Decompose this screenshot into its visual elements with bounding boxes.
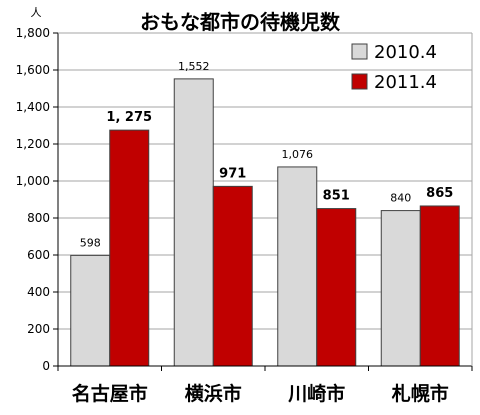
y-tick-label: 1,200 [16, 137, 50, 151]
data-label: 1,552 [178, 60, 210, 73]
bar-2010 [380, 210, 421, 367]
legend: 2010.4 2011.4 [351, 42, 437, 93]
data-label: 865 [426, 186, 453, 201]
y-tick-label: 1,400 [16, 100, 50, 114]
bars [70, 78, 460, 367]
x-tick-label: 川崎市 [287, 382, 345, 405]
y-axis-unit-label: 人 [31, 6, 42, 19]
y-axis-ticks: 0 200 400 600 800 1,000 1,200 1,400 1,600 1,800 [16, 26, 58, 373]
y-tick-label: 200 [27, 322, 50, 336]
y-tick-label: 1,600 [16, 63, 50, 77]
data-label: 840 [390, 192, 411, 205]
bar-2011 [419, 205, 460, 367]
legend-label: 2011.4 [374, 72, 437, 93]
bar-2011 [109, 129, 150, 367]
legend-label: 2010.4 [374, 42, 437, 63]
bar-2010 [70, 254, 111, 367]
legend-swatch [351, 43, 368, 60]
x-tick-label: 名古屋市 [72, 382, 148, 405]
y-tick-label: 1,000 [16, 174, 50, 188]
data-label: 971 [219, 166, 246, 181]
data-label: 598 [80, 236, 101, 249]
bar-2010 [277, 166, 318, 367]
chart-title: おもな都市の待機児数 [140, 10, 341, 34]
axes [57, 32, 473, 367]
y-tick-label: 800 [27, 211, 50, 225]
data-label: 1, 275 [106, 110, 152, 125]
y-tick-label: 600 [27, 248, 50, 262]
bar-2010 [173, 78, 214, 367]
data-label: 1,076 [282, 148, 314, 161]
legend-swatch [351, 73, 368, 90]
x-axis-ticks: 名古屋市 横浜市 川崎市 札幌市 [57, 366, 473, 405]
x-tick-label: 横浜市 [185, 382, 242, 405]
x-tick-label: 札幌市 [391, 382, 449, 405]
y-tick-label: 400 [27, 285, 50, 299]
bar-2011 [316, 208, 357, 367]
data-label: 851 [323, 189, 350, 204]
data-labels: 598 1, 275 1,552 971 1,076 851 840 865 [80, 60, 454, 249]
y-tick-label: 0 [42, 359, 50, 373]
bar-2011 [212, 185, 253, 367]
y-tick-label: 1,800 [16, 26, 50, 40]
